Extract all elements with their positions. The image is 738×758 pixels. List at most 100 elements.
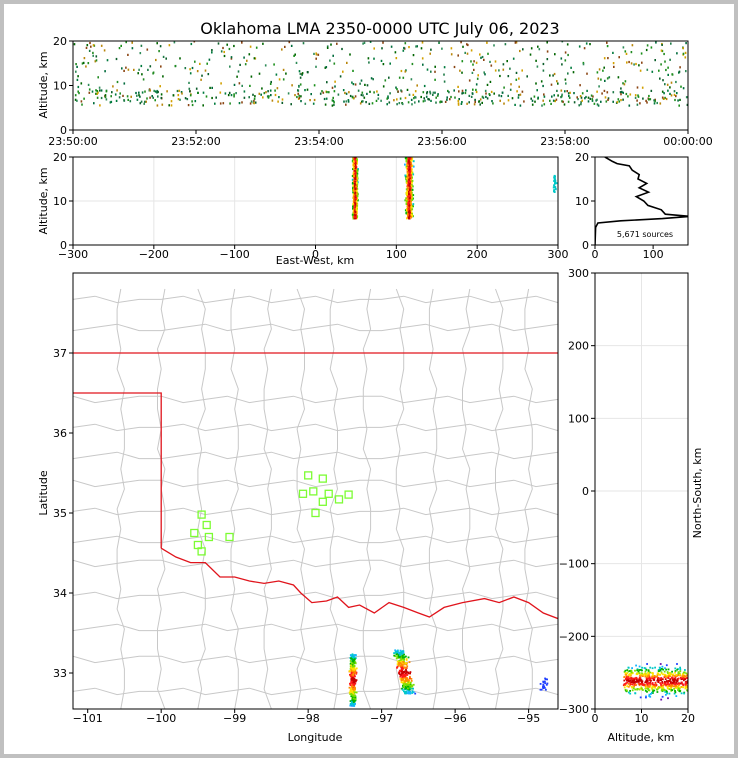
ns-source (651, 685, 654, 688)
ns-source (658, 686, 661, 689)
time-height-source (253, 99, 255, 102)
map-source (411, 685, 414, 688)
map-source (403, 671, 406, 674)
ns-source (659, 669, 662, 672)
time-height-source (388, 76, 390, 79)
map-source (405, 659, 408, 661)
map-source (400, 669, 403, 671)
ns-source (648, 675, 651, 678)
ns-source (661, 695, 664, 698)
time-height-source (639, 102, 641, 105)
time-height-source (580, 96, 583, 99)
time-height-source (448, 91, 450, 94)
time-height-source (678, 70, 681, 73)
county-line (524, 288, 533, 709)
time-height-source (297, 92, 299, 95)
time-height-source (307, 71, 309, 74)
time-height-source (87, 83, 90, 86)
time-height-source (479, 53, 481, 56)
ew-source (408, 187, 411, 190)
time-height-source (420, 95, 422, 99)
ns-source (632, 679, 635, 682)
ew-source (408, 198, 411, 201)
time-height-source (191, 66, 194, 70)
map-source (402, 650, 405, 653)
ns-source (660, 684, 662, 686)
time-height-source (331, 104, 334, 107)
time-height-source (177, 94, 180, 97)
ew-source (409, 171, 411, 174)
time-height-source (331, 99, 334, 102)
ew-source (410, 165, 413, 167)
map-source (402, 657, 404, 659)
time-height-source (667, 66, 669, 69)
time-height-source (189, 90, 191, 93)
time-height-source (87, 62, 90, 65)
ns-source (670, 683, 673, 685)
ew-source (408, 168, 411, 171)
time-height-source (116, 89, 118, 92)
ns-source (686, 686, 688, 689)
ns-source (685, 672, 688, 675)
time-height-source (265, 91, 267, 94)
map-source (405, 687, 408, 689)
time-height-source (243, 56, 245, 59)
map-source (410, 678, 413, 680)
ns-source (658, 666, 661, 669)
map-source (353, 668, 356, 671)
map-source (408, 661, 411, 663)
time-height-source (573, 101, 576, 104)
time-height-source (487, 52, 489, 55)
ns-source (668, 672, 671, 675)
map-source (354, 691, 356, 694)
map-source (409, 686, 412, 688)
time-height-source (590, 94, 593, 97)
time-height-source (488, 93, 491, 96)
ns-source (672, 679, 675, 681)
time-height-source (670, 94, 673, 97)
time-height-source (675, 95, 677, 98)
time-height-source (560, 96, 562, 99)
time-height-source (468, 94, 471, 97)
ew-source (407, 199, 410, 201)
lma-station-marker (197, 510, 206, 519)
time-height-source (148, 89, 151, 92)
ns-source (644, 684, 647, 686)
time-height-source (162, 55, 165, 58)
time-height-source (656, 101, 658, 105)
time-height-source (260, 93, 262, 96)
ew-source (406, 217, 408, 220)
map-source (399, 678, 402, 680)
time-height-source (206, 62, 208, 65)
time-height-source (390, 45, 393, 48)
time-height-source (641, 86, 644, 89)
time-height-source (332, 99, 335, 102)
map-source (354, 687, 356, 690)
time-height-source (363, 96, 366, 99)
ns-source (648, 695, 651, 697)
time-height-source (489, 80, 492, 83)
map-source (406, 683, 409, 685)
ns-source (652, 672, 654, 675)
time-height-source (394, 51, 397, 54)
ns-source (667, 681, 669, 684)
ns-source (645, 680, 647, 683)
time-height-source (77, 85, 80, 89)
time-height-source (188, 81, 190, 84)
time-height-source (255, 46, 258, 49)
time-height-source (371, 102, 374, 105)
time-height-source (637, 94, 639, 97)
ew-source (352, 193, 355, 196)
map-source (396, 666, 398, 669)
time-height-source (386, 103, 388, 106)
time-height-source (147, 68, 149, 71)
map-source (397, 665, 400, 667)
ns-source (643, 672, 646, 675)
map-source (351, 662, 353, 665)
time-height-source (670, 42, 672, 45)
time-height-source (402, 49, 405, 52)
time-height-source (91, 90, 94, 93)
time-height-source (493, 92, 495, 95)
ew-source (406, 213, 409, 216)
